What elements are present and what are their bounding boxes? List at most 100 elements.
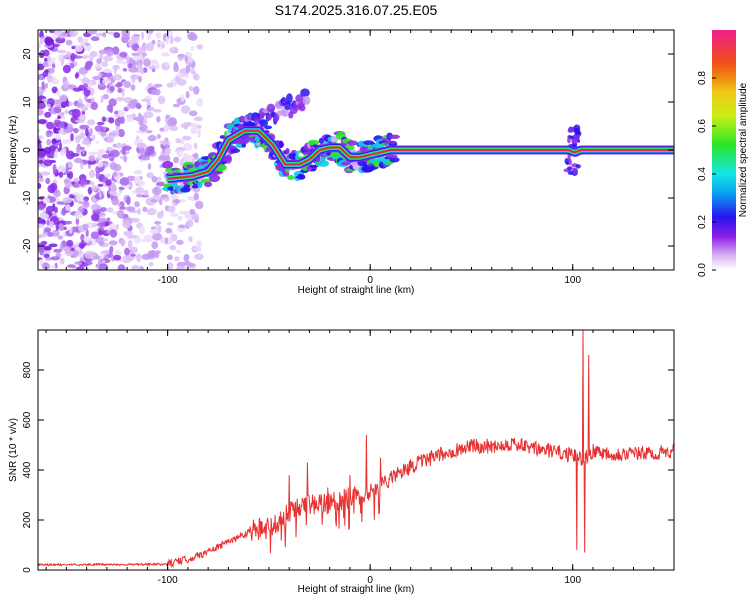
noise-blob xyxy=(84,250,94,259)
noise-blob xyxy=(193,116,203,122)
noise-blob xyxy=(76,266,85,270)
noise-blob xyxy=(85,229,89,237)
noise-blob xyxy=(64,179,70,184)
noise-blob xyxy=(65,182,73,189)
noise-blob xyxy=(88,151,98,156)
noise-blob xyxy=(44,246,52,251)
noise-blob xyxy=(131,75,136,84)
noise-blob xyxy=(170,212,179,217)
noise-blob xyxy=(52,164,57,173)
noise-blob xyxy=(152,186,162,196)
noise-blob xyxy=(115,224,119,231)
noise-blob xyxy=(175,138,181,144)
noise-blob xyxy=(131,35,140,41)
noise-blob xyxy=(40,171,51,176)
noise-blob xyxy=(190,70,197,74)
y-tick-label: 600 xyxy=(22,411,33,428)
signal-blob xyxy=(287,175,295,180)
noise-blob xyxy=(77,206,85,214)
noise-blob xyxy=(146,208,157,216)
secondary-blob xyxy=(300,88,310,97)
noise-blob xyxy=(122,68,128,72)
noise-blob xyxy=(64,109,69,115)
noise-blob xyxy=(193,73,200,81)
noise-blob xyxy=(69,30,78,37)
noise-blob xyxy=(116,58,124,64)
noise-blob xyxy=(53,189,61,198)
noise-blob xyxy=(102,238,109,242)
noise-blob xyxy=(63,128,73,134)
noise-blob xyxy=(195,200,204,210)
noise-blob xyxy=(85,102,92,108)
noise-blob xyxy=(115,97,126,102)
noise-blob xyxy=(91,134,96,141)
colorbar-tick-label: 0.2 xyxy=(697,215,708,229)
noise-blob xyxy=(166,222,174,226)
noise-blob xyxy=(115,142,123,149)
noise-blob xyxy=(147,134,157,142)
noise-blob xyxy=(73,177,80,183)
noise-blob xyxy=(152,109,162,113)
noise-blob xyxy=(185,60,192,66)
noise-blob xyxy=(192,213,200,221)
noise-blob xyxy=(139,265,145,270)
noise-blob xyxy=(99,207,107,212)
noise-blob xyxy=(54,134,62,141)
noise-blob xyxy=(117,87,123,93)
noise-blob xyxy=(143,44,148,50)
noise-blob xyxy=(109,229,118,238)
noise-blob xyxy=(180,94,185,102)
noise-blob xyxy=(161,52,170,57)
noise-blob xyxy=(53,248,62,253)
noise-blob xyxy=(147,33,151,41)
noise-blob xyxy=(105,49,114,57)
noise-blob xyxy=(174,256,180,262)
noise-blob xyxy=(74,45,84,52)
noise-blob xyxy=(130,84,136,91)
noise-blob xyxy=(53,106,62,114)
noise-blob xyxy=(115,83,122,88)
noise-blob xyxy=(165,227,173,234)
noise-blob xyxy=(193,142,198,150)
colorbar-tick-label: 0.0 xyxy=(697,263,708,277)
noise-blob xyxy=(133,169,143,175)
noise-blob xyxy=(196,124,202,129)
noise-blob xyxy=(71,108,81,118)
noise-blob xyxy=(81,148,85,155)
noise-blob xyxy=(146,172,155,179)
noise-blob xyxy=(109,223,117,229)
signal-blob xyxy=(317,160,330,167)
noise-blob xyxy=(81,55,89,59)
noise-blob xyxy=(196,240,202,248)
noise-blob xyxy=(98,229,103,236)
noise-blob xyxy=(49,220,55,228)
noise-blob xyxy=(162,196,170,202)
noise-blob xyxy=(71,267,76,270)
noise-blob xyxy=(39,36,44,45)
noise-blob xyxy=(84,261,93,266)
noise-blob xyxy=(134,201,140,208)
noise-blob xyxy=(151,176,158,183)
noise-blob xyxy=(137,142,147,148)
colorbar: 0.0 0.2 0.4 0.6 0.8 Normalized spectral ampl… xyxy=(697,30,749,277)
noise-blob xyxy=(46,121,55,130)
noise-blob xyxy=(52,33,59,39)
spectrogram-plot-area xyxy=(38,30,674,270)
noise-blob xyxy=(128,100,138,109)
noise-blob xyxy=(58,166,63,173)
noise-blob xyxy=(40,213,49,220)
y-tick-label: -10 xyxy=(22,190,33,205)
noise-blob xyxy=(135,138,144,144)
noise-blob xyxy=(47,130,53,134)
noise-blob xyxy=(112,171,118,177)
noise-blob xyxy=(55,91,61,96)
noise-blob xyxy=(82,74,86,78)
noise-blob xyxy=(126,206,136,212)
x-tick-label: -100 xyxy=(158,275,178,286)
noise-blob xyxy=(100,250,110,255)
noise-blob xyxy=(87,119,96,126)
noise-blob xyxy=(157,40,165,46)
noise-blob xyxy=(121,255,132,264)
spectrogram-xlabel: Height of straight line (km) xyxy=(298,285,415,296)
